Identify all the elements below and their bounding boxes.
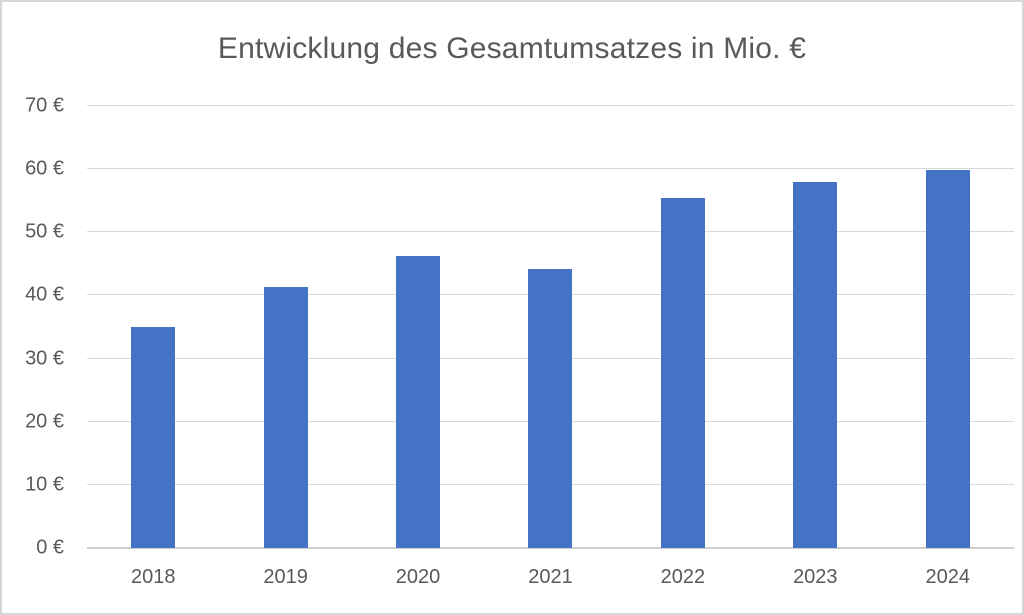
bar-slot-2024 — [882, 106, 1014, 548]
y-tick-label: 50 € — [25, 220, 64, 243]
bar-slot-2018 — [87, 106, 219, 548]
bar-slot-2023 — [749, 106, 881, 548]
bar-slot-2020 — [352, 106, 484, 548]
x-tick-label-2024: 2024 — [925, 566, 970, 588]
x-tick-label-2018: 2018 — [130, 566, 176, 588]
x-tick-label-2023: 2023 — [793, 566, 838, 588]
gridline — [87, 105, 1014, 106]
bar-series — [87, 106, 1014, 548]
x-tick-label-2022: 2022 — [660, 566, 706, 588]
y-tick-label: 40 € — [25, 283, 64, 306]
gridline — [87, 168, 1014, 170]
y-tick-label: 30 € — [25, 347, 64, 370]
bar-2022 — [660, 197, 705, 548]
bar-2019 — [263, 287, 308, 548]
y-axis: 0 € 10 € 20 € 30 € 40 € 50 € 60 € 70 € — [2, 95, 64, 559]
bar-slot-2022 — [617, 106, 749, 548]
bar-2024 — [925, 170, 970, 548]
y-tick-label: 20 € — [25, 410, 64, 433]
gridline — [87, 231, 1014, 233]
plot-area — [87, 105, 1014, 549]
y-tick-label: 0 € — [36, 536, 64, 559]
bar-2023 — [793, 181, 838, 548]
bar-slot-2021 — [484, 106, 616, 548]
x-tick-label-2021: 2021 — [528, 566, 573, 588]
y-tick-label: 10 € — [25, 473, 64, 496]
x-tick-label-2020: 2020 — [395, 566, 441, 588]
bar-2018 — [131, 327, 176, 548]
chart-title: Entwicklung des Gesamtumsatzes in Mio. € — [217, 32, 807, 65]
x-axis-line — [87, 547, 1014, 549]
x-axis: 2018 2019 2020 2021 2022 2023 2024 — [87, 566, 1014, 589]
bar-2021 — [528, 268, 573, 548]
x-tick-label-2019: 2019 — [263, 566, 308, 588]
y-tick-label: 60 € — [25, 157, 64, 180]
bar-slot-2019 — [219, 106, 351, 548]
bar-2020 — [396, 256, 441, 548]
y-tick-label: 70 € — [25, 94, 64, 117]
